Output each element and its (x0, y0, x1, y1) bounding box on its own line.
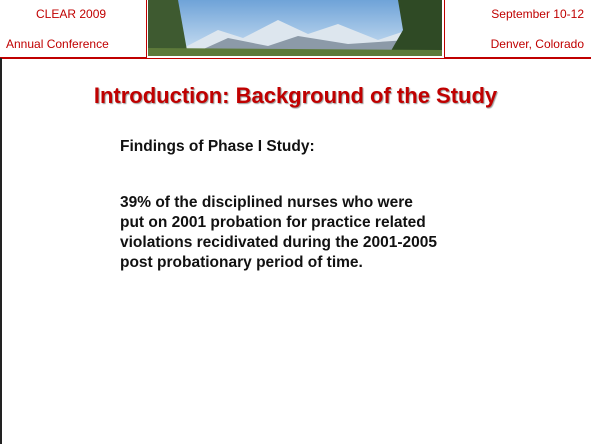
paragraph-line: violations recidivated during the 2001-2… (120, 233, 437, 253)
paragraph-line: post probationary period of time. (120, 253, 437, 273)
conference-name: CLEAR 2009 (36, 7, 106, 21)
paragraph-line: 39% of the disciplined nurses who were (120, 193, 437, 213)
conference-location: Denver, Colorado (491, 37, 584, 51)
slide: CLEAR 2009 Annual Conference September 1… (0, 0, 591, 444)
slide-title: Introduction: Background of the Study (0, 83, 591, 109)
body-heading: Findings of Phase I Study: (120, 137, 315, 157)
conference-dates: September 10-12 (491, 7, 584, 21)
paragraph-line: put on 2001 probation for practice relat… (120, 213, 437, 233)
header-rule (0, 58, 591, 59)
right-header-box: September 10-12 Denver, Colorado (444, 0, 591, 58)
left-header-box: CLEAR 2009 Annual Conference (0, 0, 147, 58)
left-border (0, 58, 2, 444)
header-landscape (148, 0, 442, 56)
conference-subtitle: Annual Conference (6, 37, 109, 51)
